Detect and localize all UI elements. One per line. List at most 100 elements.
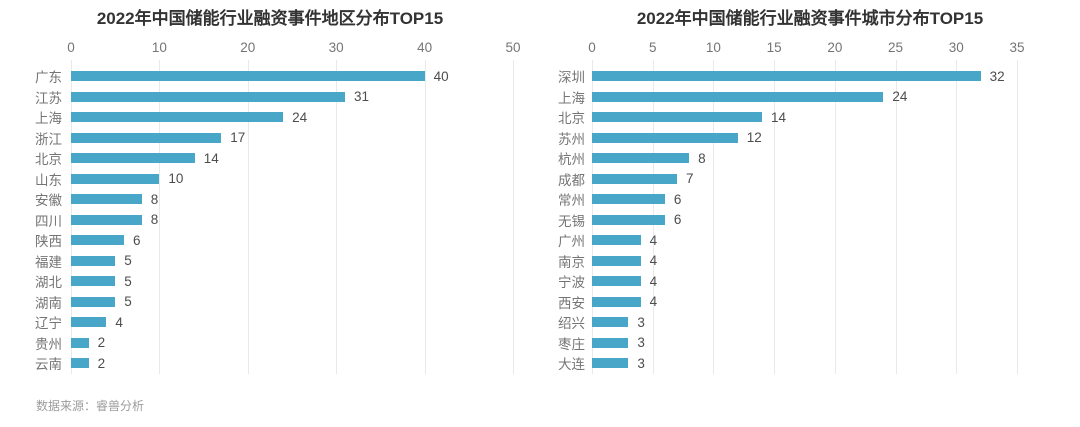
- category-label: 云南: [35, 357, 62, 373]
- bar: [71, 71, 425, 82]
- bar-track: 24: [71, 110, 513, 125]
- value-label: 4: [115, 314, 123, 330]
- chart-title: 2022年中国储能行业融资事件地区分布TOP15: [96, 9, 444, 28]
- category-label: 湖北: [35, 275, 62, 291]
- bar-row: 杭州 8: [540, 148, 1080, 169]
- bar-track: 7: [592, 171, 1017, 186]
- gridline: [1017, 60, 1018, 374]
- value-label: 24: [292, 109, 308, 125]
- x-axis-tick: 0: [588, 40, 596, 55]
- bar: [592, 317, 629, 328]
- bar-row: 大连 3: [540, 353, 1080, 374]
- category-label: 西安: [558, 295, 585, 311]
- bar-row: 湖北 5: [0, 271, 540, 292]
- gridline: [774, 60, 776, 374]
- category-label: 成都: [558, 172, 585, 188]
- bar: [592, 153, 690, 164]
- x-axis-tick: 15: [766, 40, 782, 55]
- gridline: [159, 60, 161, 374]
- category-label: 苏州: [558, 131, 585, 147]
- bar: [71, 337, 89, 348]
- bar-track: 2: [71, 335, 513, 350]
- bar-row: 江苏 31: [0, 87, 540, 108]
- x-axis-tick: 35: [1009, 40, 1025, 55]
- bar-track: 6: [71, 233, 513, 248]
- bar-track: 3: [592, 335, 1017, 350]
- gridline: [513, 60, 514, 374]
- value-label: 2: [97, 355, 106, 371]
- bar-track: 31: [71, 89, 513, 104]
- category-label: 上海: [558, 90, 585, 106]
- bar-row: 常州 6: [540, 189, 1080, 210]
- gridline: [336, 60, 338, 374]
- category-label: 绍兴: [558, 316, 585, 332]
- bar-rows: 广东 40 江苏 31 上海 24 浙江 17 北京 14 山东 10 安徽 8 四川 8 陕西 6 福建 5 湖北 5 湖…: [0, 66, 540, 374]
- value-label: 6: [673, 191, 682, 207]
- category-label: 湖南: [35, 295, 62, 311]
- bar: [592, 276, 641, 287]
- x-axis: 0 10 20 30 40 50: [67, 40, 520, 56]
- bar: [71, 153, 195, 164]
- bar-row: 宁波 4: [540, 271, 1080, 292]
- gridline: [424, 60, 426, 374]
- bar: [71, 255, 116, 266]
- chart-title: 2022年中国储能行业融资事件城市分布TOP15: [636, 9, 984, 28]
- bar: [592, 112, 762, 123]
- bar-row: 福建 5: [0, 251, 540, 272]
- value-label: 40: [433, 68, 449, 84]
- bar-track: 6: [592, 192, 1017, 207]
- bar-row: 成都 7: [540, 169, 1080, 190]
- bar-row: 贵州 2: [0, 333, 540, 354]
- bar: [71, 317, 107, 328]
- chart-city-distribution: 2022年中国储能行业融资事件城市分布TOP15 0 5 10 15 20 25 30 35 …: [540, 0, 1080, 374]
- bar-row: 上海 24: [540, 87, 1080, 108]
- bar: [592, 337, 629, 348]
- charts-container: 2022年中国储能行业融资事件地区分布TOP15 0 10 20 30 40 50 广东 4…: [0, 0, 1080, 374]
- bar-row: 辽宁 4: [0, 312, 540, 333]
- category-label: 山东: [35, 172, 62, 188]
- bar-row: 广东 40: [0, 66, 540, 87]
- bar-row: 浙江 17: [0, 128, 540, 149]
- value-label: 10: [168, 171, 184, 187]
- value-label: 8: [150, 191, 159, 207]
- bar-track: 4: [592, 294, 1017, 309]
- bar: [71, 132, 222, 143]
- bar-track: 4: [592, 233, 1017, 248]
- bar: [71, 214, 142, 225]
- value-label: 14: [203, 150, 219, 166]
- x-axis-tick: 20: [827, 40, 843, 55]
- bar-track: 14: [71, 151, 513, 166]
- value-label: 4: [649, 273, 658, 289]
- category-label: 宁波: [558, 275, 585, 291]
- bar-row: 枣庄 3: [540, 333, 1080, 354]
- x-axis-tick: 0: [67, 40, 75, 55]
- value-label: 3: [637, 355, 645, 371]
- value-label: 14: [771, 109, 787, 125]
- bar-track: 8: [71, 192, 513, 207]
- bar-track: 5: [71, 294, 513, 309]
- bar-track: 6: [592, 212, 1017, 227]
- bar: [71, 235, 125, 246]
- bar-row: 苏州 12: [540, 128, 1080, 149]
- bar-rows: 深圳 32 上海 24 北京 14 苏州 12 杭州 8 成都 7 常州 6 无锡 6 广州 4 南京 4 宁波 4 西安 4…: [540, 66, 1080, 374]
- category-label: 辽宁: [35, 316, 62, 332]
- bar-row: 北京 14: [540, 107, 1080, 128]
- x-axis-tick: 50: [505, 40, 521, 55]
- category-label: 大连: [558, 357, 585, 373]
- value-label: 17: [230, 130, 246, 146]
- bar-row: 湖南 5: [0, 292, 540, 313]
- value-label: 5: [124, 253, 132, 269]
- gridline: [956, 60, 958, 374]
- category-label: 深圳: [558, 70, 585, 86]
- category-label: 上海: [35, 111, 62, 127]
- bar-row: 深圳 32: [540, 66, 1080, 87]
- value-label: 6: [133, 232, 141, 248]
- category-label: 广东: [35, 70, 62, 86]
- gridline: [834, 60, 836, 374]
- bar: [71, 194, 142, 205]
- x-axis-tick: 10: [151, 40, 167, 55]
- bar-track: 24: [592, 89, 1017, 104]
- bar-row: 四川 8: [0, 210, 540, 231]
- bar: [592, 91, 884, 102]
